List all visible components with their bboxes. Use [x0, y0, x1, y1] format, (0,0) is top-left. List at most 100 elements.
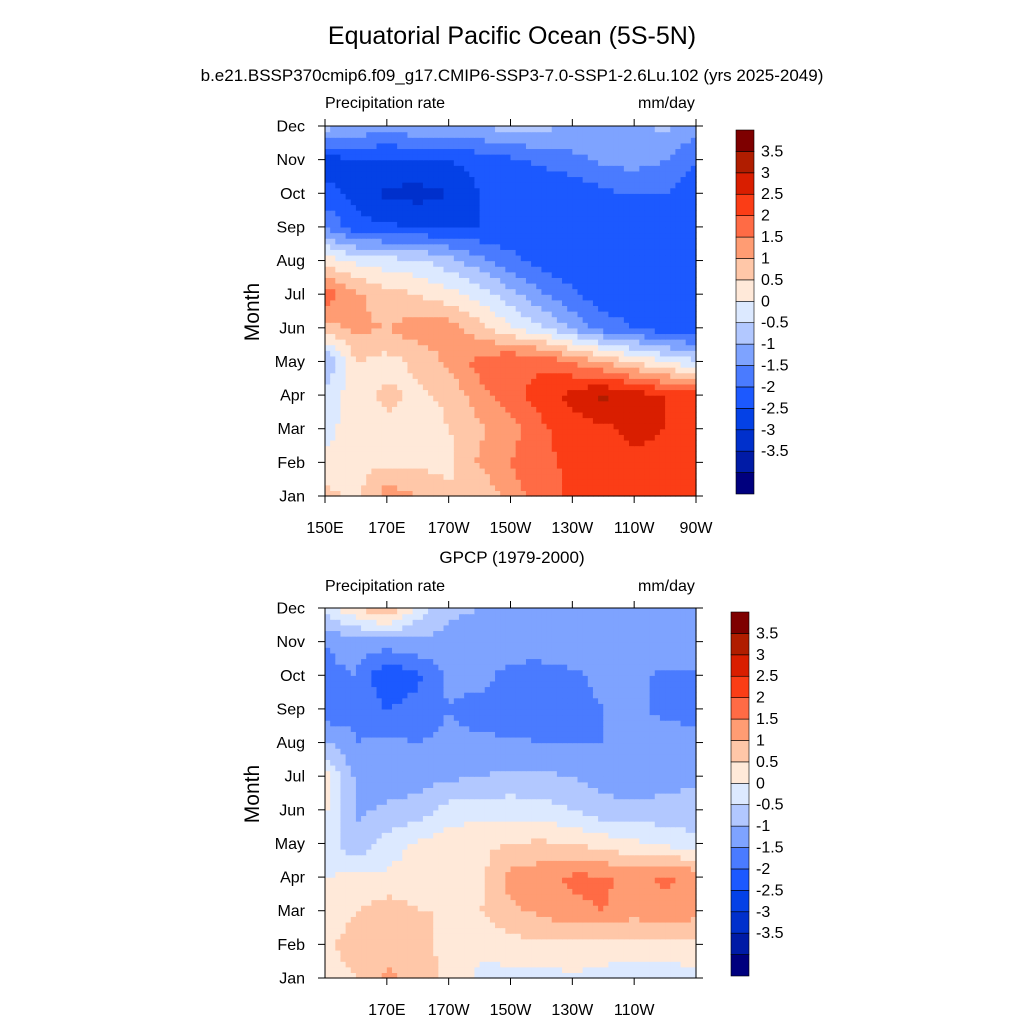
top-heatmap-cell — [556, 187, 563, 194]
top-heatmap-cell — [407, 142, 414, 150]
top-heatmap-cell — [598, 462, 604, 469]
top-heatmap-cell — [685, 316, 692, 323]
top-heatmap-cell — [464, 254, 470, 262]
top-heatmap-cell — [464, 260, 470, 267]
top-heatmap-cell — [433, 210, 439, 217]
top-heatmap-cell — [381, 148, 388, 155]
top-heatmap-cell — [546, 423, 553, 430]
top-heatmap-cell — [598, 473, 604, 480]
top-heatmap-cell — [654, 428, 661, 435]
top-heatmap-cell — [567, 322, 573, 329]
top-heatmap-cell — [603, 372, 609, 379]
bottom-heatmap-cell — [546, 966, 553, 973]
top-heatmap-cell — [350, 479, 357, 486]
top-heatmap-cell — [376, 406, 383, 413]
top-heatmap-cell — [525, 406, 532, 413]
top-heatmap-cell — [500, 456, 506, 463]
top-heatmap-cell — [479, 434, 486, 441]
top-heatmap-cell — [325, 154, 331, 161]
top-heatmap-cell — [525, 238, 532, 245]
top-heatmap-cell — [659, 327, 666, 335]
top-heatmap-cell — [675, 271, 682, 278]
top-heatmap-cell — [659, 417, 666, 424]
top-heatmap-cell — [325, 170, 331, 178]
top-heatmap-cell — [489, 451, 496, 458]
top-heatmap-cell — [340, 411, 347, 419]
top-heatmap-cell — [397, 445, 403, 452]
top-heatmap-cell — [335, 176, 342, 183]
top-heatmap-cell — [340, 232, 347, 239]
top-heatmap-cell — [453, 316, 460, 323]
top-heatmap-cell — [386, 266, 393, 273]
top-heatmap-cell — [598, 243, 604, 250]
top-heatmap-cell — [531, 215, 537, 222]
top-heatmap-cell — [531, 288, 537, 295]
top-heatmap-cell — [592, 451, 599, 458]
top-heatmap-cell — [325, 260, 331, 267]
top-heatmap-cell — [330, 165, 336, 172]
top-heatmap-cell — [644, 176, 651, 183]
top-heatmap-cell — [469, 490, 476, 497]
top-heatmap-cell — [371, 198, 378, 206]
top-heatmap-cell — [448, 456, 455, 463]
top-heatmap-cell — [402, 221, 409, 228]
top-heatmap-cell — [644, 316, 651, 323]
top-heatmap-cell — [598, 311, 604, 318]
top-heatmap-cell — [551, 322, 558, 329]
top-heatmap-cell — [536, 204, 543, 211]
top-heatmap-cell — [567, 142, 573, 150]
top-heatmap-cell — [598, 350, 604, 357]
top-heatmap-cell — [551, 210, 558, 217]
top-heatmap-cell — [366, 372, 372, 379]
top-heatmap-cell — [330, 322, 336, 329]
top-heatmap-cell — [335, 467, 342, 475]
top-heatmap-cell — [412, 417, 419, 424]
top-heatmap-cell — [443, 389, 450, 396]
top-heatmap-cell — [474, 198, 481, 206]
top-heatmap-cell — [345, 210, 352, 217]
top-heatmap-cell — [598, 282, 604, 290]
top-heatmap-cell — [417, 322, 424, 329]
top-heatmap-cell — [577, 428, 584, 435]
top-heatmap-cell — [500, 154, 506, 161]
top-heatmap-cell — [541, 148, 548, 155]
top-heatmap-cell — [515, 148, 522, 155]
top-heatmap-cell — [458, 423, 465, 430]
top-heatmap-cell — [340, 204, 347, 211]
top-heatmap-cell — [335, 311, 342, 318]
top-heatmap-cell — [397, 389, 403, 396]
top-heatmap-cell — [531, 282, 537, 290]
top-heatmap-cell — [402, 198, 409, 206]
top-heatmap-cell — [598, 333, 604, 340]
top-heatmap-cell — [407, 439, 414, 447]
top-heatmap-cell — [541, 187, 548, 194]
top-heatmap-cell — [572, 411, 579, 419]
top-heatmap-cell — [582, 411, 589, 419]
top-heatmap-cell — [443, 378, 450, 385]
top-heatmap-cell — [629, 170, 635, 178]
top-heatmap-cell — [536, 327, 543, 335]
top-heatmap-cell — [381, 226, 388, 234]
top-heatmap-cell — [484, 439, 491, 447]
top-heatmap-cell — [608, 165, 615, 172]
top-heatmap-cell — [345, 249, 352, 256]
top-heatmap-cell — [525, 170, 532, 178]
top-heatmap-cell — [623, 254, 630, 262]
top-heatmap-cell — [670, 182, 676, 189]
top-heatmap-cell — [634, 400, 640, 407]
top-heatmap-cell — [484, 266, 491, 273]
bottom-heatmap-cell — [654, 966, 661, 973]
top-heatmap-cell — [690, 456, 697, 463]
top-heatmap-cell — [402, 226, 409, 234]
top-heatmap-cell — [381, 344, 388, 351]
top-heatmap-cell — [335, 193, 342, 200]
top-heatmap-cell — [500, 378, 506, 385]
top-heatmap-cell — [505, 215, 512, 222]
top-heatmap-cell — [515, 187, 522, 194]
top-heatmap-cell — [629, 428, 635, 435]
top-heatmap-cell — [613, 182, 620, 189]
bottom-heatmap-cell — [634, 966, 640, 973]
top-heatmap-cell — [551, 350, 558, 357]
top-heatmap-cell — [690, 406, 697, 413]
top-heatmap-cell — [592, 434, 599, 441]
